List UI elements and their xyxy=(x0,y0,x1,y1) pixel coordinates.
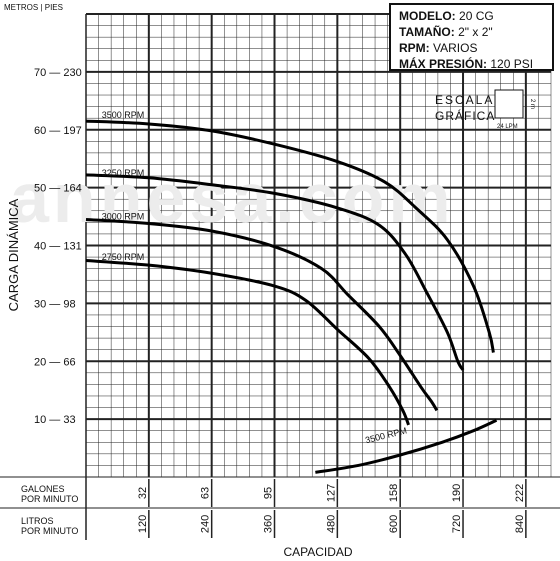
rpm-label: RPM: xyxy=(399,41,430,55)
pump-info-box: MODELO: 20 CG TAMAÑO: 2" x 2" RPM: VARIO… xyxy=(389,3,554,71)
curve-3000-rpm xyxy=(85,217,439,412)
y-units-label: METROS | PIES xyxy=(4,3,63,12)
y-tick-label: 20 — 66 xyxy=(34,356,76,368)
curves xyxy=(85,119,498,474)
x-tick-label: 32 xyxy=(137,487,149,499)
x-tick-label: 190 xyxy=(451,484,463,502)
x-tick-label: 158 xyxy=(388,484,400,502)
pressure-value: 120 PSI xyxy=(490,57,534,71)
x-tick-label: 63 xyxy=(200,487,212,499)
curve-label-3000-rpm: 3000 RPM xyxy=(102,211,145,221)
lpm-row-label-1: LITROS xyxy=(21,516,54,526)
curve-3250-rpm xyxy=(85,173,465,371)
size-value: 2" x 2" xyxy=(458,25,493,39)
x-tick-label: 95 xyxy=(263,487,275,499)
y-axis-title: CARGA DINÁMICA xyxy=(6,198,21,311)
y-tick-label: 40 — 131 xyxy=(34,241,82,253)
x-axis: GALONES POR MINUTO LITROS POR MINUTO CAP… xyxy=(21,484,353,559)
rpm-value: VARIOS xyxy=(433,41,478,55)
x-tick-label: 840 xyxy=(514,515,526,533)
y-tick-label: 30 — 98 xyxy=(34,298,76,310)
scale-bottom-label: 24 LPM xyxy=(497,124,518,130)
y-tick-label: 10 — 33 xyxy=(34,414,76,426)
y-tick-label: 50 — 164 xyxy=(34,183,82,195)
gpm-row-label-1: GALONES xyxy=(21,484,65,494)
y-tick-label: 70 — 230 xyxy=(34,67,82,79)
y-tick-label: 60 — 197 xyxy=(34,125,82,137)
x-tick-label: 127 xyxy=(325,484,337,502)
x-tick-label: 600 xyxy=(388,515,400,533)
watermark: annesa.com xyxy=(10,159,455,237)
curve-2750-rpm xyxy=(85,259,410,426)
size-label: TAMAÑO: xyxy=(399,25,455,39)
curve-label-3250-rpm: 3250 RPM xyxy=(102,168,145,178)
x-tick-label: 360 xyxy=(263,515,275,533)
x-tick-label: 222 xyxy=(514,484,526,502)
x-tick-label: 720 xyxy=(451,515,463,533)
lpm-row-label-2: POR MINUTO xyxy=(21,526,78,536)
gpm-row-label-2: POR MINUTO xyxy=(21,494,78,504)
grid xyxy=(0,13,560,540)
graphic-scale: ESCALA GRÁFICA 24 LPM 2 m xyxy=(435,89,535,130)
curve-label-2750-rpm: 2750 RPM xyxy=(102,252,145,262)
curve-label-3500-rpm: 3500 RPM xyxy=(102,110,145,120)
scale-title-2: GRÁFICA xyxy=(435,108,495,123)
x-tick-label: 120 xyxy=(137,515,149,533)
curve-3500-rpm-npsh xyxy=(315,418,498,474)
scale-title-1: ESCALA xyxy=(435,93,494,107)
scale-square xyxy=(494,89,524,119)
scale-side-label: 2 m xyxy=(529,99,535,109)
model-value: 20 CG xyxy=(459,9,494,23)
x-tick-label: 480 xyxy=(325,515,337,533)
x-axis-title: CAPACIDAD xyxy=(283,545,352,559)
y-axis: METROS | PIES CARGA DINÁMICA 10 — 33 20 —… xyxy=(4,3,82,426)
pressure-label: MÁX PRESIÓN: xyxy=(399,57,488,71)
model-label: MODELO: xyxy=(399,9,456,23)
x-tick-labels: 32 63 95 127 158 190 222 120 240 360 480 600 720 840 xyxy=(137,479,527,538)
x-tick-label: 240 xyxy=(200,515,212,533)
curve-3500-rpm xyxy=(85,119,495,353)
